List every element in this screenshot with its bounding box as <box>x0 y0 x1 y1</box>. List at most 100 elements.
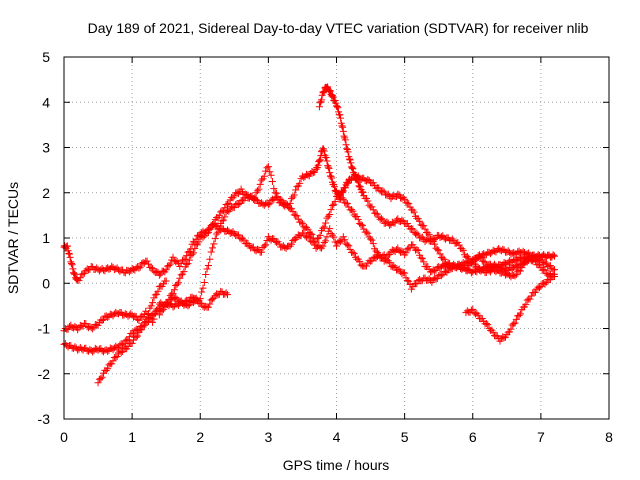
data-point <box>199 233 207 241</box>
data-point <box>176 274 184 282</box>
data-point <box>128 339 136 347</box>
data-point <box>322 154 330 162</box>
data-point <box>68 261 76 269</box>
data-point <box>290 191 298 199</box>
data-point <box>188 250 196 258</box>
data-point <box>198 288 206 296</box>
data-point <box>367 235 375 243</box>
data-point <box>531 288 539 296</box>
data-point <box>221 213 229 221</box>
data-point <box>354 215 362 223</box>
data-point <box>117 348 125 356</box>
data-point <box>255 185 263 193</box>
data-point <box>253 187 261 195</box>
data-point <box>125 268 133 276</box>
data-point <box>211 235 219 243</box>
data-point <box>320 147 328 155</box>
data-point <box>380 257 388 265</box>
data-point <box>413 280 421 288</box>
data-point <box>405 277 413 285</box>
data-point <box>504 247 512 255</box>
data-point <box>238 234 246 242</box>
data-point <box>65 249 73 257</box>
data-point <box>266 200 274 208</box>
data-point <box>207 248 215 256</box>
data-point <box>104 365 112 373</box>
data-point <box>375 184 383 192</box>
data-point <box>234 231 242 239</box>
data-point <box>331 198 339 206</box>
data-point <box>421 225 429 233</box>
data-point <box>325 164 333 172</box>
data-point <box>377 215 385 223</box>
data-point <box>482 319 490 327</box>
data-point <box>147 302 155 310</box>
data-point <box>63 242 71 250</box>
data-point <box>327 172 335 180</box>
y-tick-label: 1 <box>42 230 50 246</box>
data-point <box>348 164 356 172</box>
x-tick-label: 1 <box>128 429 136 445</box>
data-point <box>327 229 335 237</box>
data-point <box>343 241 351 249</box>
data-point <box>450 260 458 268</box>
data-point <box>339 195 347 203</box>
data-point <box>218 217 226 225</box>
data-point <box>459 246 467 254</box>
data-point <box>364 197 372 205</box>
data-point <box>418 255 426 263</box>
data-point <box>162 266 170 274</box>
data-point <box>288 195 296 203</box>
data-point <box>432 266 440 274</box>
data-point <box>420 258 428 266</box>
data-point <box>297 218 305 226</box>
x-tick-label: 7 <box>537 429 545 445</box>
data-point <box>308 230 316 238</box>
axis-ticks: 0 1 2 3 4 5 6 7 8 -3 -2 -1 0 1 2 3 4 5 <box>38 49 614 445</box>
data-point <box>345 155 353 163</box>
data-point <box>344 148 352 156</box>
data-point <box>224 200 231 208</box>
data-point <box>403 199 411 207</box>
data-point <box>70 269 78 277</box>
data-point <box>508 265 516 273</box>
data-point <box>315 157 323 165</box>
y-tick-label: 3 <box>42 140 50 156</box>
data-point <box>328 231 336 239</box>
data-point <box>516 267 524 275</box>
data-point <box>97 375 105 383</box>
data-point <box>136 263 144 271</box>
x-tick-label: 8 <box>605 429 613 445</box>
data-point <box>326 225 334 233</box>
data-point <box>206 225 214 233</box>
data-point <box>328 91 336 99</box>
data-point <box>536 261 544 269</box>
data-point <box>278 197 286 205</box>
data-point <box>352 171 360 179</box>
data-point <box>318 96 326 104</box>
data-point <box>229 194 237 202</box>
data-point <box>349 248 357 256</box>
data-point <box>368 236 376 244</box>
data-point <box>339 123 347 131</box>
data-point <box>198 299 206 307</box>
data-point <box>401 269 409 277</box>
data-point <box>151 291 159 299</box>
data-point <box>484 321 492 329</box>
data-point <box>407 224 415 232</box>
data-point <box>386 258 394 266</box>
data-point <box>300 229 308 237</box>
data-point <box>324 212 332 220</box>
data-point <box>183 260 191 268</box>
data-point <box>536 284 544 292</box>
data-point <box>436 250 444 258</box>
data-point <box>478 315 486 323</box>
data-point <box>69 265 77 273</box>
data-point <box>316 156 324 164</box>
data-point <box>170 286 178 294</box>
data-point <box>334 104 342 112</box>
data-point <box>333 242 340 250</box>
data-point <box>353 212 361 220</box>
data-point <box>234 201 242 209</box>
data-point <box>206 300 214 308</box>
